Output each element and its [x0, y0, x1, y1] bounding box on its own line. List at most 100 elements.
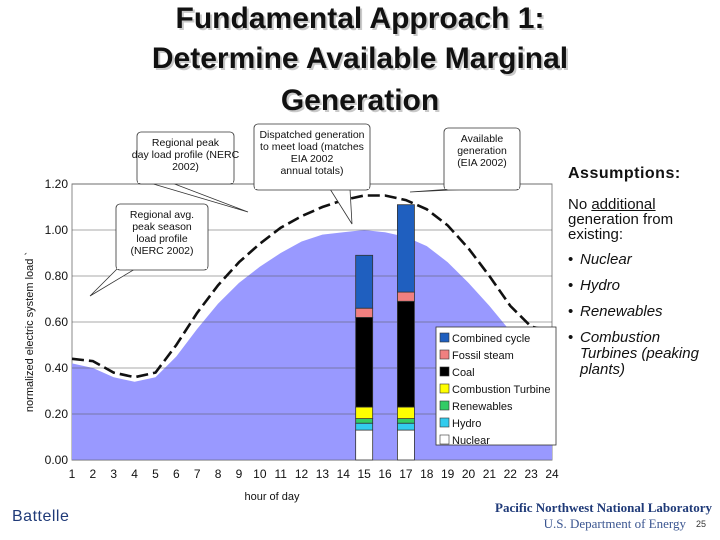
x-tick-label: 21: [483, 467, 497, 481]
x-tick-label: 1: [69, 467, 76, 481]
x-tick-label: 20: [462, 467, 476, 481]
callout-dispatched-mask: [255, 184, 369, 189]
bar-segment-coal: [355, 316, 374, 408]
x-tick-label: 16: [378, 467, 392, 481]
bar-segment-combined-cycle: [355, 254, 374, 309]
assumptions-intro-suffix: generation from existing:: [568, 211, 674, 243]
x-tick-label: 6: [173, 467, 180, 481]
y-tick-label: 1.20: [45, 177, 69, 191]
callout-avg-peak-box: [115, 203, 209, 271]
callout-dispatched-text: to meet load (matches: [260, 141, 364, 153]
bullet-icon: •: [568, 329, 574, 346]
x-tick-label: 7: [194, 467, 201, 481]
bar-segment-nuclear: [355, 429, 374, 461]
legend-swatch: [439, 366, 450, 377]
x-tick-label: 11: [274, 467, 287, 481]
callout-avg-peak-text: Regional avg.: [130, 209, 194, 221]
bar-segment-hydro: [355, 422, 374, 431]
assumptions-intro: No additional generation from existing:: [568, 197, 718, 242]
bar-segment-renewables: [397, 418, 415, 424]
callout-avg-peak-text: load profile: [136, 233, 188, 245]
x-tick-label: 19: [441, 467, 455, 481]
x-tick-label: 10: [253, 467, 267, 481]
legend-label: Combustion Turbine: [452, 384, 550, 396]
assumption-item: • Renewables: [568, 304, 718, 320]
callout-peak-day-box: [136, 131, 235, 185]
assumptions-intro-prefix: No: [568, 196, 592, 213]
bar-segment-coal: [397, 300, 415, 408]
x-tick-label: 4: [131, 467, 138, 481]
bar-segment-combined-cycle: [397, 204, 415, 293]
x-tick-label: 12: [295, 467, 309, 481]
assumption-item-label: Nuclear: [580, 251, 632, 268]
callout-dispatched-text: Dispatched generation: [259, 129, 364, 141]
x-tick-label: 18: [420, 467, 434, 481]
x-tick-label: 8: [215, 467, 222, 481]
x-tick-label: 14: [337, 467, 351, 481]
y-axis-title: normalized electric system load `: [24, 252, 36, 412]
x-axis-title: hour of day: [244, 491, 300, 503]
callout-dispatched-box: [253, 123, 371, 191]
pnnl-name: Pacific Northwest National Laboratory: [495, 500, 712, 515]
x-tick-label: 23: [524, 467, 538, 481]
legend-box: [435, 326, 557, 446]
callout-available-text: (EIA 2002): [457, 157, 507, 169]
battelle-logo: Battelle: [12, 508, 70, 525]
assumption-item-label: Hydro: [580, 277, 621, 294]
legend-label: Combined cycle: [452, 333, 530, 345]
x-tick-label: 13: [316, 467, 330, 481]
callout-peak-day-mask: [138, 178, 233, 183]
legend-swatch: [439, 383, 450, 394]
x-tick-label: 5: [152, 467, 159, 481]
bar-segment-renewables: [355, 418, 374, 424]
load-area-series: [72, 230, 552, 460]
legend-label: Nuclear: [452, 435, 490, 447]
assumption-item: • Combustion Turbines (peaking plants): [568, 330, 718, 378]
slide-title-line-2: Determine Available Marginal: [151, 42, 569, 75]
bar-segment-hydro: [397, 422, 415, 431]
callout-dispatched-text: annual totals): [280, 165, 343, 177]
legend-swatch: [439, 417, 450, 428]
x-tick-label: 22: [504, 467, 518, 481]
x-tick-label: 17: [399, 467, 413, 481]
bar-segment-nuclear: [397, 429, 415, 461]
bullet-icon: •: [568, 303, 574, 320]
x-tick-label: 9: [236, 467, 243, 481]
bar-segment-combustion-turbine: [355, 406, 374, 420]
x-tick-label: 24: [545, 467, 559, 481]
y-tick-label: 0.20: [45, 407, 69, 421]
y-tick-label: 0.80: [45, 269, 69, 283]
callout-available-box: [443, 127, 521, 191]
callout-avg-peak-text: peak season: [132, 221, 192, 233]
callout-peak-day-text: 2002): [172, 161, 199, 173]
assumption-item: • Hydro: [568, 278, 718, 294]
callout-avg-peak-mask: [117, 264, 207, 269]
slide-title-line-1: Fundamental Approach 1:: [175, 2, 545, 35]
callout-dispatched-text: EIA 2002: [291, 153, 334, 165]
callout-available-text: generation: [457, 145, 507, 157]
bullet-icon: •: [568, 277, 574, 294]
callout-peak-day-text: day load profile (NERC: [132, 149, 240, 161]
x-tick-label: 2: [90, 467, 97, 481]
assumption-item-label: Combustion Turbines (peaking plants): [580, 329, 699, 378]
legend-swatch: [439, 349, 450, 360]
legend-label: Fossil steam: [452, 350, 514, 362]
legend-label: Renewables: [452, 401, 513, 413]
legend-label: Coal: [452, 367, 475, 379]
assumption-item: • Nuclear: [568, 252, 718, 268]
page-number: 25: [695, 519, 706, 529]
bar-segment-fossil-steam: [355, 307, 374, 318]
callout-available-mask: [445, 184, 519, 189]
bar-segment-fossil-steam: [397, 291, 415, 302]
peak-day-dashed-line: [71, 194, 553, 379]
assumptions-title: Assumptions:: [568, 165, 681, 182]
bullet-icon: •: [568, 251, 574, 268]
y-tick-label: 0.60: [45, 315, 69, 329]
assumptions-panel: Assumptions: No additional generation fr…: [568, 165, 718, 388]
callout-avg-peak-text: (NERC 2002): [130, 245, 193, 257]
assumptions-intro-underlined: additional: [591, 196, 656, 213]
legend-swatch: [439, 434, 450, 445]
doe-name: U.S. Department of Energy: [543, 516, 686, 531]
y-tick-label: 1.00: [45, 223, 69, 237]
bar-segment-combustion-turbine: [397, 406, 415, 420]
